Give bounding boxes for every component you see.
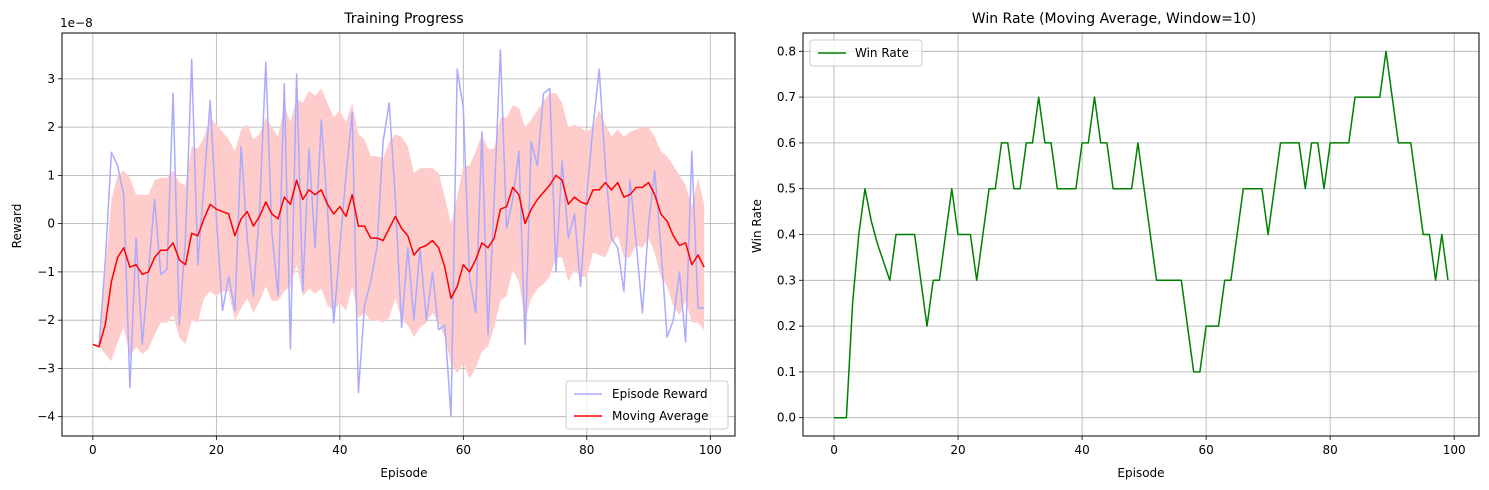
x-tick-label: 0 (89, 443, 97, 457)
y-tick-label: 0.3 (777, 273, 796, 287)
legend: Win Rate (809, 39, 923, 67)
x-tick-label: 20 (950, 443, 965, 457)
y-tick-label: 0.4 (777, 228, 796, 242)
x-tick-label: 60 (456, 443, 471, 457)
win-rate-chart: Win Rate (Moving Average, Window=10) Epi… (750, 11, 1480, 480)
series-lines (92, 49, 705, 418)
x-tick-label: 0 (830, 443, 838, 457)
y-tick-label: 0.2 (777, 319, 796, 333)
y-tick-label: 0.6 (777, 136, 796, 150)
y-ticks: 0.0 0.1 0.2 0.3 0.4 0.5 0.6 0.7 0.8 (777, 44, 803, 425)
series-line-episode-reward (92, 49, 705, 418)
legend: Episode Reward Moving Average (565, 380, 729, 430)
training-progress-chart: Training Progress Episode Reward 1e−8 0 2… (10, 11, 736, 480)
plot-frame (802, 32, 1480, 437)
legend-label-episode-reward: Episode Reward (612, 387, 708, 401)
x-ticks: 0 20 40 60 80 100 (830, 436, 1466, 457)
x-tick-label: 20 (209, 443, 224, 457)
y-tick-label: 0.8 (777, 44, 796, 58)
y-axis-label: Win Rate (750, 199, 764, 253)
x-tick-label: 80 (579, 443, 594, 457)
series-line-win-rate (834, 50, 1449, 419)
x-ticks: 0 20 40 60 80 100 (89, 436, 722, 457)
legend-label-moving-average: Moving Average (612, 409, 708, 423)
legend-label-win-rate: Win Rate (855, 46, 909, 60)
x-tick-label: 40 (332, 443, 347, 457)
grid (803, 33, 1479, 436)
y-tick-label: −3 (37, 361, 55, 375)
y-tick-label: 2 (47, 120, 55, 134)
y-ticks: −4 −3 −2 −1 0 1 2 3 (37, 72, 62, 424)
y-tick-label: −4 (37, 410, 55, 424)
legend-box (809, 39, 923, 67)
y-tick-label: 0.7 (777, 90, 796, 104)
y-tick-label: 3 (47, 72, 55, 86)
y-tick-label: 1 (47, 168, 55, 182)
y-axis-label: Reward (10, 204, 24, 249)
series-lines (834, 50, 1449, 419)
plot-frame (61, 32, 736, 437)
legend-box (565, 380, 729, 430)
y-tick-label: −2 (37, 313, 55, 327)
chart-title: Win Rate (Moving Average, Window=10) (972, 11, 1256, 27)
y-tick-label: −1 (37, 265, 55, 279)
x-axis-label: Episode (380, 466, 427, 480)
x-axis-label: Episode (1117, 466, 1164, 480)
std-band-area (92, 88, 705, 379)
x-tick-label: 60 (1198, 443, 1213, 457)
chart-title: Training Progress (343, 11, 463, 27)
x-tick-label: 100 (699, 443, 722, 457)
y-tick-label: 0.5 (777, 182, 796, 196)
x-tick-label: 40 (1074, 443, 1089, 457)
std-band (92, 88, 705, 379)
x-tick-label: 100 (1443, 443, 1466, 457)
y-offset-label: 1e−8 (60, 16, 93, 30)
y-tick-label: 0 (47, 217, 55, 231)
x-tick-label: 80 (1323, 443, 1338, 457)
series-line-moving-average (92, 174, 705, 348)
y-tick-label: 0.0 (777, 411, 796, 425)
y-tick-label: 0.1 (777, 365, 796, 379)
